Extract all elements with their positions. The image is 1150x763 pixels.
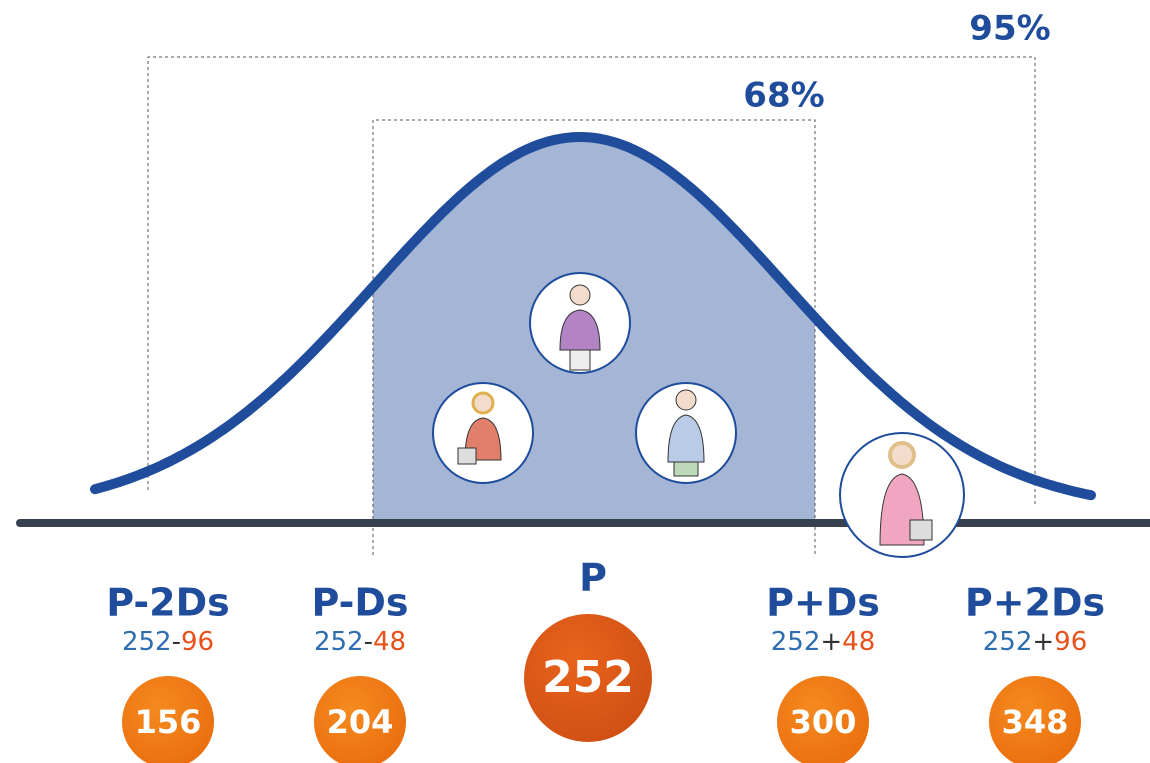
formula-base: 252 — [122, 627, 172, 657]
marker-badge — [989, 676, 1081, 763]
marker-formula: 252-48 — [314, 627, 406, 657]
percent-68-label: 68% — [743, 76, 824, 116]
center-badge — [524, 614, 652, 742]
marker-formula: 252-96 — [122, 627, 214, 657]
marker-formula: 252+96 — [983, 627, 1088, 657]
marker-result: 348 — [1002, 703, 1069, 741]
range-95-bracket — [147, 56, 1036, 505]
range-68-bracket — [372, 119, 816, 555]
marker-result: 204 — [327, 703, 394, 741]
formula-operator: + — [820, 627, 842, 657]
marker-label: P-Ds — [311, 581, 408, 625]
marker-badge — [777, 676, 869, 763]
formula-delta: 96 — [181, 627, 214, 657]
formula-delta: 48 — [842, 627, 875, 657]
formula-base: 252 — [983, 627, 1033, 657]
center-label: P — [579, 556, 607, 600]
formula-operator: - — [364, 627, 373, 657]
marker-result: 156 — [135, 703, 202, 741]
marker-formula: 252+48 — [771, 627, 876, 657]
marker-badge — [314, 676, 406, 763]
formula-base: 252 — [314, 627, 364, 657]
person-icon — [432, 382, 534, 484]
formula-delta: 96 — [1054, 627, 1087, 657]
formula-operator: - — [172, 627, 181, 657]
center-value: 252 — [542, 652, 634, 703]
formula-base: 252 — [771, 627, 821, 657]
percent-95-label: 95% — [969, 9, 1050, 49]
person-icon — [529, 272, 631, 374]
marker-label: P-2Ds — [106, 581, 230, 625]
formula-operator: + — [1032, 627, 1054, 657]
person-icon — [635, 382, 737, 484]
marker-label: P+2Ds — [965, 581, 1105, 625]
marker-label: P+Ds — [766, 581, 880, 625]
marker-badge — [122, 676, 214, 763]
normal-curve — [90, 132, 1096, 501]
marker-result: 300 — [790, 703, 857, 741]
person-icon — [839, 432, 965, 558]
formula-delta: 48 — [373, 627, 406, 657]
